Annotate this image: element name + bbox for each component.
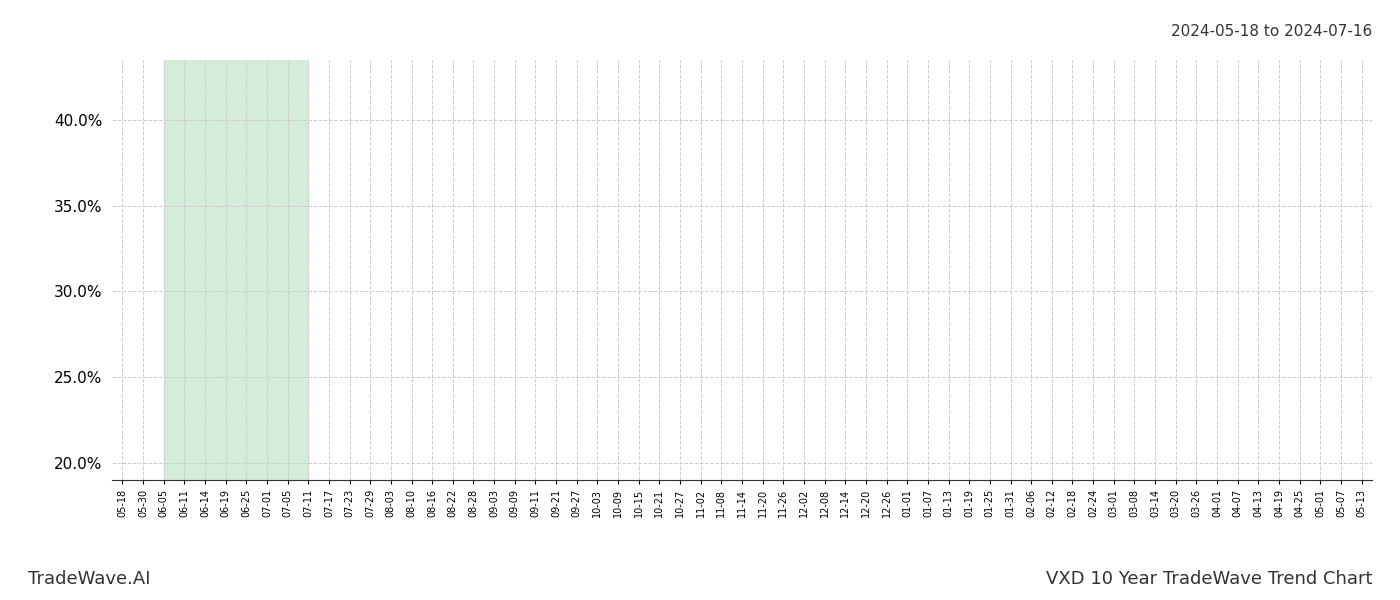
- Text: VXD 10 Year TradeWave Trend Chart: VXD 10 Year TradeWave Trend Chart: [1046, 570, 1372, 588]
- Bar: [164, 60, 308, 480]
- Text: 2024-05-18 to 2024-07-16: 2024-05-18 to 2024-07-16: [1170, 24, 1372, 39]
- Text: TradeWave.AI: TradeWave.AI: [28, 570, 151, 588]
